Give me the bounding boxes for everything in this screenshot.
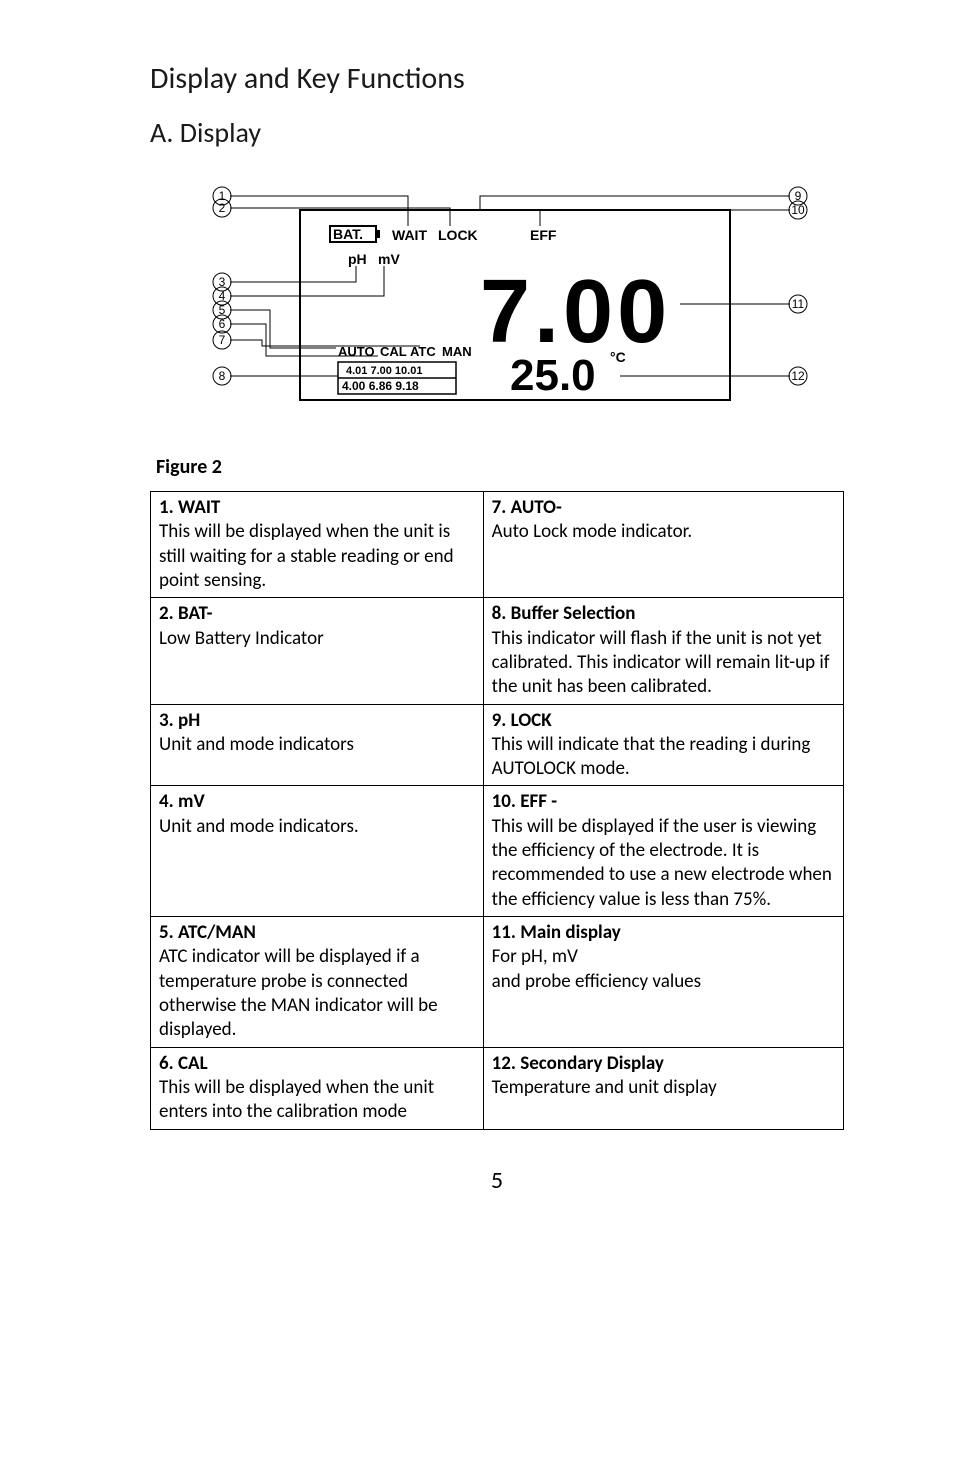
lcd-mv: mV <box>378 251 400 267</box>
cell-body: Temperature and unit display <box>492 1076 835 1100</box>
table-cell-left: 3. pHUnit and mode indicators <box>151 704 484 786</box>
lcd-wait: WAIT <box>392 227 427 243</box>
cell-title: 1. WAIT <box>159 496 475 520</box>
cell-body: For pH, mV and probe efficiency values <box>492 945 835 994</box>
table-row: 6. CALThis will be displayed when the un… <box>151 1047 844 1129</box>
cell-body: This will be displayed when the unit ent… <box>159 1076 475 1125</box>
lcd-bufrow1: 4.01 7.00 10.01 <box>346 365 422 377</box>
table-row: 3. pHUnit and mode indicators9. LOCKThis… <box>151 704 844 786</box>
callout-7: 7 <box>219 333 226 347</box>
lcd-degc: °C <box>610 349 626 365</box>
table-row: 4. mVUnit and mode indicators.10. EFF -T… <box>151 786 844 917</box>
table-row: 1. WAITThis will be displayed when the u… <box>151 492 844 598</box>
table-cell-left: 5. ATC/MANATC indicator will be displaye… <box>151 917 484 1048</box>
table-row: 2. BAT-Low Battery Indicator8. Buffer Se… <box>151 598 844 704</box>
table-cell-right: 8. Buffer SelectionThis indicator will f… <box>483 598 843 704</box>
table-cell-left: 2. BAT-Low Battery Indicator <box>151 598 484 704</box>
section-heading: Display and Key Functions <box>150 60 844 97</box>
lcd-eff: EFF <box>530 227 557 243</box>
cell-title: 8. Buffer Selection <box>492 602 835 626</box>
subsection-heading: A. Display <box>150 115 844 150</box>
table-cell-left: 6. CALThis will be displayed when the un… <box>151 1047 484 1129</box>
table-cell-left: 4. mVUnit and mode indicators. <box>151 786 484 917</box>
callout-8: 8 <box>219 369 226 383</box>
cell-title: 2. BAT- <box>159 602 475 626</box>
table-cell-right: 10. EFF -This will be displayed if the u… <box>483 786 843 917</box>
callout-2: 2 <box>219 201 226 215</box>
cell-body: Low Battery Indicator <box>159 627 475 651</box>
lcd-bufrow2: 4.00 6.86 9.18 <box>342 379 419 393</box>
cell-title: 10. EFF - <box>492 790 835 814</box>
lcd-main-value: 7.00 <box>480 262 671 362</box>
cell-body: This will be displayed when the unit is … <box>159 520 475 593</box>
cell-title: 6. CAL <box>159 1052 475 1076</box>
cell-body: Auto Lock mode indicator. <box>492 520 835 544</box>
table-cell-right: 9. LOCKThis will indicate that the readi… <box>483 704 843 786</box>
cell-title: 4. mV <box>159 790 475 814</box>
cell-body: Unit and mode indicators. <box>159 815 475 839</box>
table-cell-right: 7. AUTO-Auto Lock mode indicator. <box>483 492 843 598</box>
lcd-secondary-value: 25.0 <box>510 351 596 400</box>
cell-title: 11. Main display <box>492 921 835 945</box>
lcd-lock: LOCK <box>438 227 478 243</box>
lcd-ph: pH <box>348 251 367 267</box>
callout-6: 6 <box>219 317 226 331</box>
cell-title: 3. pH <box>159 709 475 733</box>
cell-body: This will indicate that the reading i du… <box>492 733 835 782</box>
cell-title: 5. ATC/MAN <box>159 921 475 945</box>
cell-title: 7. AUTO- <box>492 496 835 520</box>
cell-title: 9. LOCK <box>492 709 835 733</box>
lcd-diagram: BAT. WAIT LOCK EFF pH mV 7.00 AUTO CAL A… <box>180 170 844 425</box>
description-table: 1. WAITThis will be displayed when the u… <box>150 491 844 1130</box>
figure-label: Figure 2 <box>156 455 844 479</box>
table-cell-right: 12. Secondary DisplayTemperature and uni… <box>483 1047 843 1129</box>
page-number: 5 <box>150 1166 844 1195</box>
cell-body: Unit and mode indicators <box>159 733 475 757</box>
table-row: 5. ATC/MANATC indicator will be displaye… <box>151 917 844 1048</box>
callout-11: 11 <box>792 297 805 311</box>
callout-12: 12 <box>791 369 805 383</box>
callout-10: 10 <box>791 203 805 217</box>
cell-body: This will be displayed if the user is vi… <box>492 815 835 912</box>
table-cell-right: 11. Main display For pH, mV and probe ef… <box>483 917 843 1048</box>
cell-body: This indicator will flash if the unit is… <box>492 627 835 700</box>
cell-title: 12. Secondary Display <box>492 1052 835 1076</box>
table-cell-left: 1. WAITThis will be displayed when the u… <box>151 492 484 598</box>
lcd-bat: BAT. <box>333 226 363 242</box>
lcd-man: MAN <box>442 344 472 359</box>
cell-body: ATC indicator will be displayed if a tem… <box>159 945 475 1042</box>
